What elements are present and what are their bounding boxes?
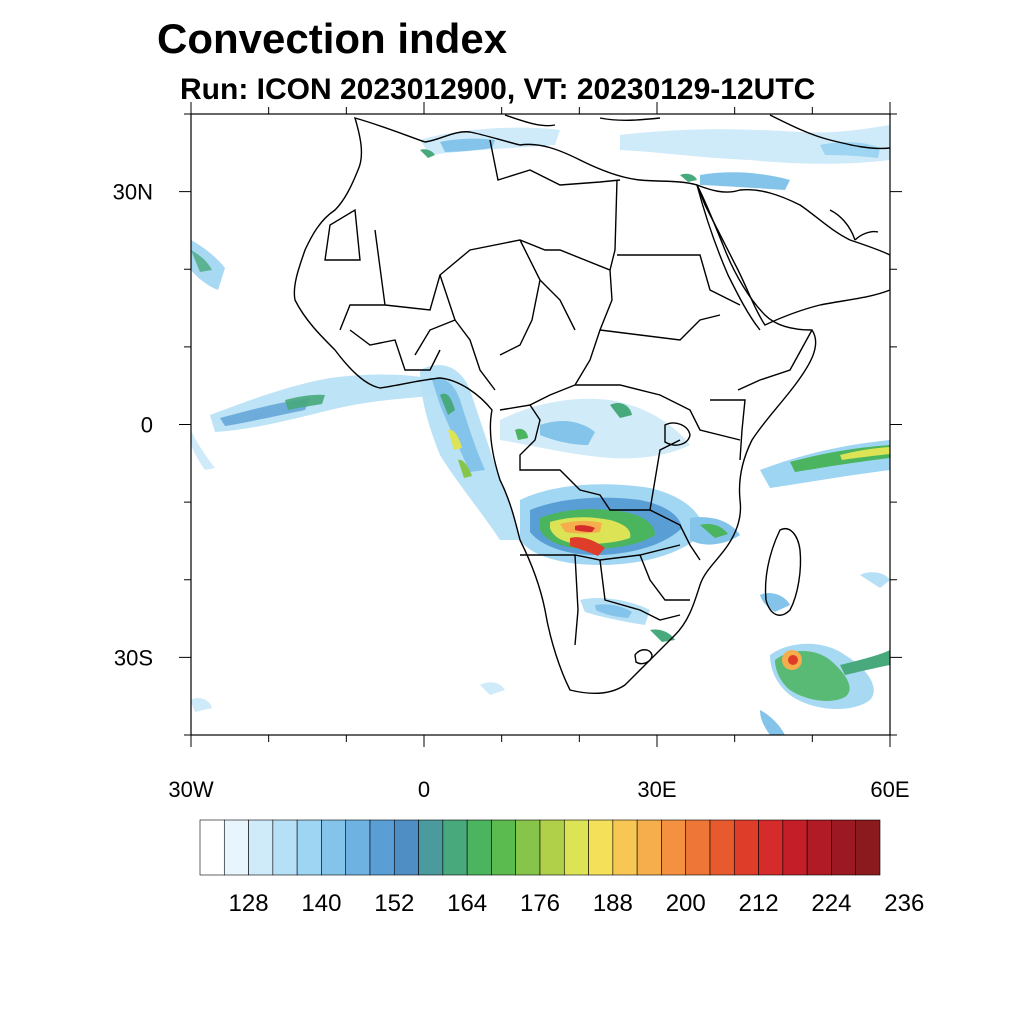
colorbar-swatch: [393, 819, 419, 876]
colorbar-label: 164: [447, 890, 487, 917]
cyclone-spiral: [770, 643, 890, 710]
colorbar-swatch: [661, 819, 687, 876]
colorbar-label: 176: [520, 890, 560, 917]
chart-title: Convection index: [157, 15, 508, 62]
colorbar-swatch: [515, 819, 541, 876]
colorbar-swatch: [806, 819, 832, 876]
colorbar-swatch: [248, 819, 274, 876]
colorbar-swatch: [782, 819, 808, 876]
colorbar-swatch: [539, 819, 565, 876]
colorbar-labels: 128 140 152 164 176 188 200 212 224 236: [229, 890, 925, 917]
colorbar-swatch: [855, 819, 881, 876]
colorbar-swatch: [321, 819, 347, 876]
colorbar-swatch: [636, 819, 662, 876]
axis-ticks: [179, 102, 902, 747]
colorbar-swatch: [758, 819, 784, 876]
x-tick-label: 30E: [637, 777, 676, 802]
y-tick-label: 30N: [113, 180, 153, 205]
africa-coastline: [293, 116, 817, 694]
colorbar-label: 188: [593, 890, 633, 917]
colorbar-label: 128: [229, 890, 269, 917]
colorbar-label: 224: [811, 890, 851, 917]
colorbar-label: 212: [739, 890, 779, 917]
convection-field: [191, 125, 890, 735]
y-tick-label: 30S: [114, 645, 153, 670]
arabia-coastline: [695, 183, 890, 326]
colorbar-swatch: [733, 819, 759, 876]
x-tick-label: 0: [418, 777, 430, 802]
colorbar-label: 140: [301, 890, 341, 917]
colorbar-swatch: [272, 819, 298, 876]
colorbar-swatch: [223, 819, 249, 876]
colorbar-swatch: [831, 819, 857, 876]
x-tick-label: 30W: [168, 777, 213, 802]
y-tick-label: 0: [141, 413, 153, 438]
axis-labels: 30W 0 30E 60E 30N 0 30S: [113, 180, 910, 802]
madagascar-coastline: [764, 528, 802, 616]
colorbar-swatch: [442, 819, 468, 876]
colorbar-swatch: [345, 819, 371, 876]
colorbar-label: 236: [884, 890, 924, 917]
chart-subtitle: Run: ICON 2023012900, VT: 20230129-12UTC: [180, 73, 816, 106]
colorbar-swatch: [466, 819, 492, 876]
x-tick-label: 60E: [870, 777, 909, 802]
colorbar-swatch: [369, 819, 395, 876]
colorbar-swatch: [612, 819, 638, 876]
map-outlines: [293, 114, 890, 694]
colorbar-label: 200: [666, 890, 706, 917]
colorbar-swatch: [588, 819, 614, 876]
colorbar-swatch: [199, 819, 225, 876]
colorbar-swatch: [296, 819, 322, 876]
colorbar-swatch: [418, 819, 444, 876]
colorbar: [199, 819, 881, 876]
colorbar-label: 152: [374, 890, 414, 917]
colorbar-swatch: [709, 819, 735, 876]
colorbar-swatch: [563, 819, 589, 876]
colorbar-swatch: [491, 819, 517, 876]
colorbar-swatch: [685, 819, 711, 876]
